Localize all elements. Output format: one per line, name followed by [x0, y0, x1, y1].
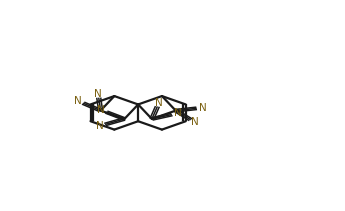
Text: N: N: [155, 98, 163, 108]
Text: N: N: [96, 121, 104, 131]
Text: N: N: [97, 105, 105, 115]
Text: N: N: [199, 103, 207, 113]
Text: N: N: [191, 118, 199, 127]
Text: N: N: [94, 89, 102, 99]
Text: N: N: [74, 96, 82, 106]
Text: N: N: [174, 108, 181, 118]
